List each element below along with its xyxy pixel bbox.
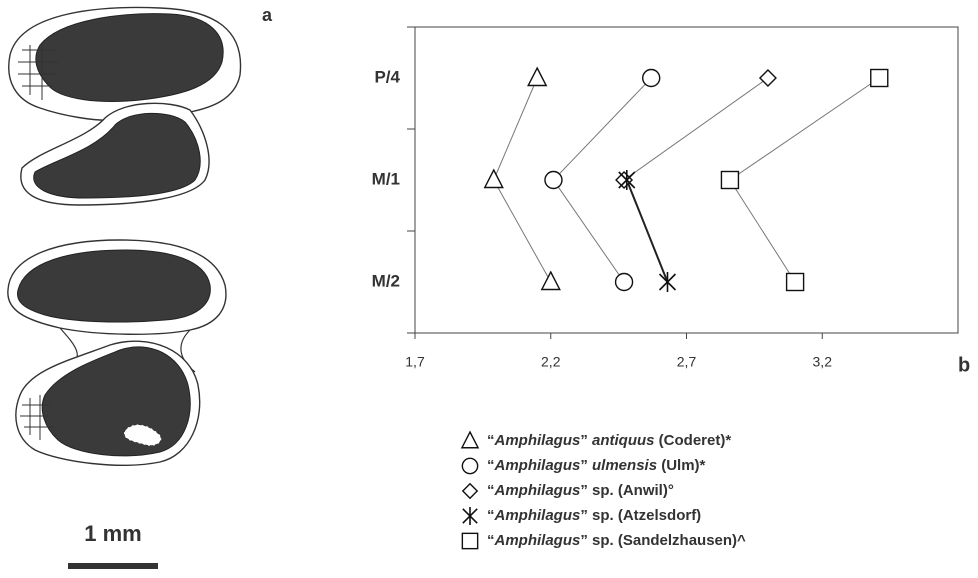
legend-label-run: “: [487, 482, 495, 499]
marker-circle: [545, 172, 562, 189]
marker-circle: [462, 458, 477, 473]
legend-label-run: “: [487, 432, 495, 449]
tooth-drawing: [8, 8, 241, 566]
x-tick-label: 2,2: [541, 354, 561, 370]
y-tick-label: P/4: [374, 67, 400, 86]
x-tick-label: 2,7: [677, 354, 697, 370]
marker-square: [871, 70, 888, 87]
legend-label: “Amphilagus” sp. (Anwil)°: [487, 482, 674, 499]
x-tick-label: 1,7: [405, 354, 425, 370]
legend-label-run: Amphilagus: [494, 482, 581, 499]
marker-asterisk: [463, 507, 477, 525]
marker-circle: [643, 70, 660, 87]
legend-label-run: (Coderet)*: [655, 432, 732, 449]
scale-bar-label: 1 mm: [84, 521, 141, 546]
y-tick-label: M/1: [372, 169, 400, 188]
figure: 1 mm a b 1,72,22,73,2P/4M/1M/2“Amphilagu…: [0, 0, 978, 578]
legend-label-run: “: [487, 532, 495, 549]
legend-label-run: Amphilagus: [494, 532, 581, 549]
legend-label-run: Amphilagus: [494, 432, 581, 449]
legend-label-run: ” sp. (Sandelzhausen)^: [580, 532, 746, 549]
legend-label-run: (Ulm)*: [657, 457, 705, 474]
legend-label: “Amphilagus” sp. (Sandelzhausen)^: [487, 532, 746, 549]
panel-label: a: [262, 5, 273, 25]
legend-label: “Amphilagus” sp. (Atzelsdorf): [487, 507, 701, 524]
panel-label: b: [958, 354, 970, 376]
legend-label-run: ” sp. (Anwil)°: [580, 482, 674, 499]
legend-label-run: ” sp. (Atzelsdorf): [580, 507, 701, 524]
legend-label-run: ”: [580, 432, 592, 449]
marker-square: [721, 172, 738, 189]
legend-label-run: antiquus: [592, 432, 655, 449]
y-tick-label: M/2: [372, 271, 400, 290]
legend-label-run: “: [487, 507, 495, 524]
legend-label-run: ”: [580, 457, 592, 474]
legend-label-run: ulmensis: [592, 457, 657, 474]
marker-square: [462, 533, 477, 548]
marker-circle: [616, 274, 633, 291]
legend-label-run: “: [487, 457, 495, 474]
marker-triangle: [462, 432, 478, 448]
legend-label-run: Amphilagus: [494, 507, 581, 524]
marker-diamond: [463, 484, 477, 498]
legend-label: “Amphilagus” antiquus (Coderet)*: [487, 432, 731, 449]
legend-label-run: Amphilagus: [494, 457, 581, 474]
legend-label: “Amphilagus” ulmensis (Ulm)*: [487, 457, 706, 474]
marker-square: [787, 274, 804, 291]
x-tick-label: 3,2: [813, 354, 833, 370]
